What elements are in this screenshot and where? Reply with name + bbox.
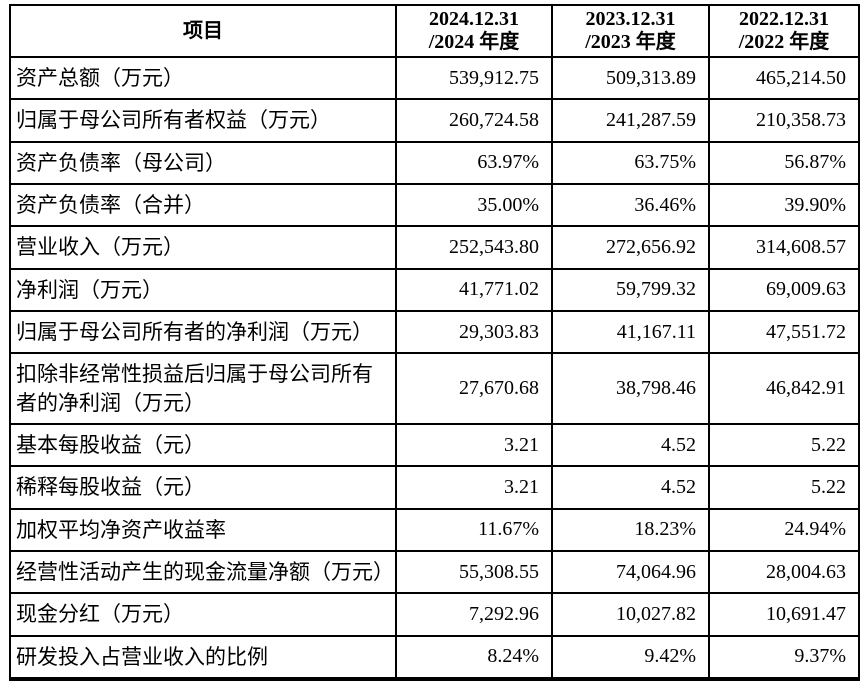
value-2022: 5.22 [708, 465, 860, 510]
row-label: 资产总额（万元） [9, 55, 397, 101]
value-2024: 260,724.58 [395, 98, 553, 143]
table-row-basic-eps: 基本每股收益（元） 3.21 4.52 5.22 [9, 423, 860, 468]
table-row-net-profit: 净利润（万元） 41,771.02 59,799.32 69,009.63 [9, 267, 860, 313]
row-label: 营业收入（万元） [9, 225, 397, 270]
value-2023: 36.46% [551, 183, 710, 228]
table-row-operating-cash-flow: 经营性活动产生的现金流量净额（万元） 55,308.55 74,064.96 2… [9, 550, 860, 595]
value-2024: 63.97% [395, 140, 553, 186]
value-2024: 41,771.02 [395, 267, 553, 313]
value-2022: 69,009.63 [708, 267, 860, 313]
value-2023: 10,027.82 [551, 592, 710, 637]
row-label: 资产负债率（母公司） [9, 140, 397, 186]
value-2024: 252,543.80 [395, 225, 553, 270]
value-2024: 3.21 [395, 423, 553, 468]
value-2024: 3.21 [395, 465, 553, 510]
value-2022: 24.94% [708, 507, 860, 553]
header-2023-date: 2023.12.31 [585, 8, 676, 30]
value-2023: 38,798.46 [551, 352, 710, 426]
row-label: 研发投入占营业收入的比例 [9, 634, 397, 681]
value-2023: 4.52 [551, 465, 710, 510]
value-2022: 39.90% [708, 183, 860, 228]
financial-table-container: 项目 2024.12.31 /2024 年度 2023.12.31 /2023 … [9, 4, 860, 681]
row-label: 归属于母公司所有者权益（万元） [9, 98, 397, 143]
row-label: 现金分红（万元） [9, 592, 397, 637]
table-row-diluted-eps: 稀释每股收益（元） 3.21 4.52 5.22 [9, 465, 860, 510]
value-2023: 509,313.89 [551, 55, 710, 101]
value-2024: 29,303.83 [395, 310, 553, 355]
table-row-operating-revenue: 营业收入（万元） 252,543.80 272,656.92 314,608.5… [9, 225, 860, 270]
value-2022: 28,004.63 [708, 550, 860, 595]
value-2023: 9.42% [551, 634, 710, 681]
value-2022: 9.37% [708, 634, 860, 681]
table-row-total-assets: 资产总额（万元） 539,912.75 509,313.89 465,214.5… [9, 55, 860, 101]
table-row-cash-dividend: 现金分红（万元） 7,292.96 10,027.82 10,691.47 [9, 592, 860, 637]
row-label: 稀释每股收益（元） [9, 465, 397, 510]
value-2022: 46,842.91 [708, 352, 860, 426]
row-label: 基本每股收益（元） [9, 423, 397, 468]
table-row-weighted-avg-roe: 加权平均净资产收益率 11.67% 18.23% 24.94% [9, 507, 860, 553]
value-2024: 35.00% [395, 183, 553, 228]
value-2022: 10,691.47 [708, 592, 860, 637]
table-row-parent-net-profit: 归属于母公司所有者的净利润（万元） 29,303.83 41,167.11 47… [9, 310, 860, 355]
header-2023-period: /2023 年度 [585, 31, 676, 53]
table-row-deducted-net-profit: 扣除非经常性损益后归属于母公司所有者的净利润（万元） 27,670.68 38,… [9, 352, 860, 426]
value-2023: 41,167.11 [551, 310, 710, 355]
table-row-rd-revenue-ratio: 研发投入占营业收入的比例 8.24% 9.42% 9.37% [9, 634, 860, 681]
value-2024: 27,670.68 [395, 352, 553, 426]
value-2024: 539,912.75 [395, 55, 553, 101]
header-2022-period: /2022 年度 [738, 31, 830, 53]
value-2023: 18.23% [551, 507, 710, 553]
value-2023: 59,799.32 [551, 267, 710, 313]
row-label: 净利润（万元） [9, 267, 397, 313]
header-year-2023: 2023.12.31 /2023 年度 [551, 4, 710, 58]
value-2022: 210,358.73 [708, 98, 860, 143]
header-2024-period: /2024 年度 [428, 31, 520, 53]
value-2024: 55,308.55 [395, 550, 553, 595]
value-2022: 314,608.57 [708, 225, 860, 270]
header-item: 项目 [9, 4, 397, 58]
value-2023: 74,064.96 [551, 550, 710, 595]
header-row: 项目 2024.12.31 /2024 年度 2023.12.31 /2023 … [9, 4, 860, 58]
value-2022: 56.87% [708, 140, 860, 186]
value-2023: 63.75% [551, 140, 710, 186]
value-2022: 47,551.72 [708, 310, 860, 355]
header-year-2022: 2022.12.31 /2022 年度 [708, 4, 860, 58]
row-label: 资产负债率（合并） [9, 183, 397, 228]
value-2024: 11.67% [395, 507, 553, 553]
header-2022-date: 2022.12.31 [739, 8, 829, 30]
header-year-2024: 2024.12.31 /2024 年度 [395, 4, 553, 58]
table-row-parent-equity: 归属于母公司所有者权益（万元） 260,724.58 241,287.59 21… [9, 98, 860, 143]
row-label: 扣除非经常性损益后归属于母公司所有者的净利润（万元） [9, 352, 397, 426]
financial-metrics-table: 项目 2024.12.31 /2024 年度 2023.12.31 /2023 … [9, 4, 860, 681]
table-row-debt-ratio-consolidated: 资产负债率（合并） 35.00% 36.46% 39.90% [9, 183, 860, 228]
value-2023: 272,656.92 [551, 225, 710, 270]
value-2023: 4.52 [551, 423, 710, 468]
row-label: 经营性活动产生的现金流量净额（万元） [9, 550, 397, 595]
row-label: 归属于母公司所有者的净利润（万元） [9, 310, 397, 355]
header-2024-date: 2024.12.31 [429, 8, 519, 30]
value-2024: 7,292.96 [395, 592, 553, 637]
row-label: 加权平均净资产收益率 [9, 507, 397, 553]
table-row-debt-ratio-parent: 资产负债率（母公司） 63.97% 63.75% 56.87% [9, 140, 860, 186]
value-2023: 241,287.59 [551, 98, 710, 143]
value-2022: 5.22 [708, 423, 860, 468]
value-2022: 465,214.50 [708, 55, 860, 101]
value-2024: 8.24% [395, 634, 553, 681]
